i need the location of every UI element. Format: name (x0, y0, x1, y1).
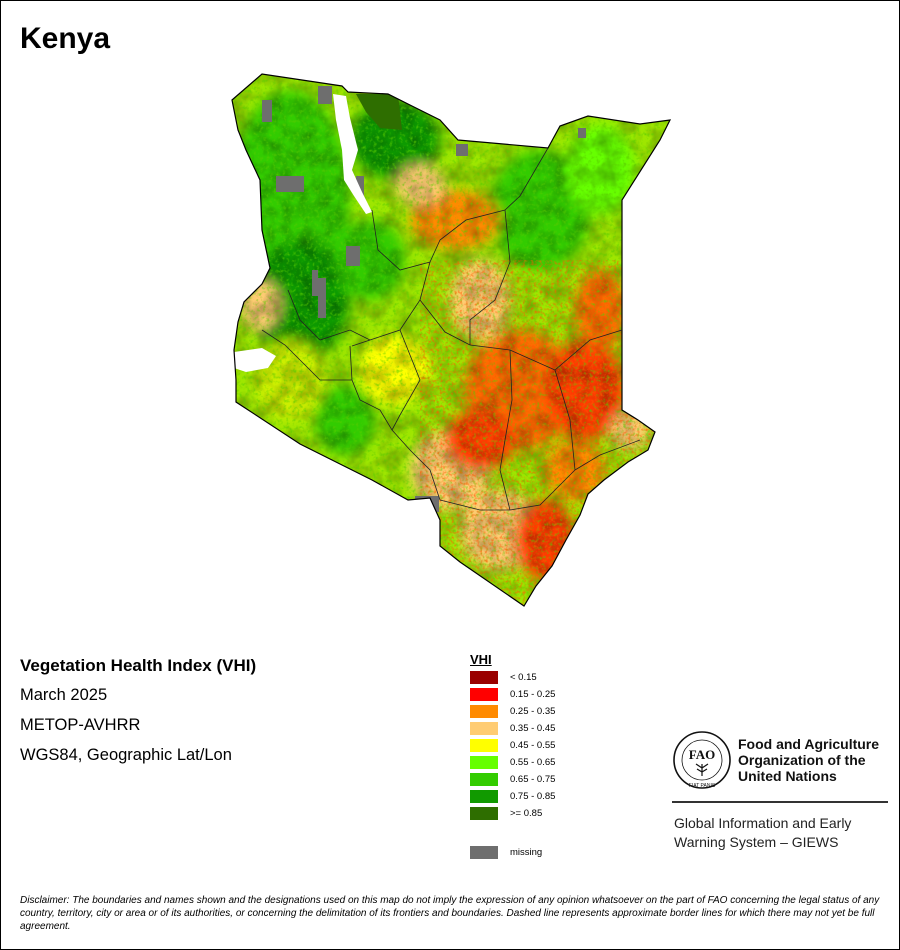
fao-logo-text: FAO (689, 747, 715, 762)
vhi-map (231, 73, 671, 607)
legend-label: >= 0.85 (510, 808, 543, 819)
giews-line1: Global Information and Early (674, 815, 852, 831)
legend-swatch (470, 756, 498, 769)
legend-swatch (470, 671, 498, 684)
fao-logo-motto: FIAT PANIS (689, 783, 716, 789)
vhi-raster (232, 74, 670, 606)
org-name-line1: Food and Agriculture (738, 736, 880, 752)
map-title: Kenya (20, 22, 111, 55)
giews-line2: Warning System – GIEWS (674, 834, 839, 850)
disclaimer-label: Disclaimer: (20, 895, 70, 906)
giews-name: Global Information and Early Warning Sys… (674, 814, 851, 852)
disclaimer-text: The boundaries and names shown and the d… (20, 895, 880, 932)
legend-swatch (470, 739, 498, 752)
product-name: Vegetation Health Index (VHI) (20, 656, 257, 675)
sensor-label: METOP-AVHRR (20, 716, 141, 734)
legend-label: < 0.15 (510, 672, 537, 683)
legend-label: 0.55 - 0.65 (510, 757, 556, 768)
legend-label: 0.65 - 0.75 (510, 774, 556, 785)
org-name-line2: Organization of the (738, 752, 866, 768)
legend-title: VHI (470, 652, 492, 667)
legend-label: 0.35 - 0.45 (510, 723, 556, 734)
divider (672, 801, 888, 803)
legend-swatch (470, 807, 498, 820)
legend-swatch (470, 688, 498, 701)
legend-swatch (470, 846, 498, 859)
legend-swatch (470, 790, 498, 803)
admin-boundaries (261, 147, 641, 511)
legend-label: 0.25 - 0.35 (510, 706, 556, 717)
legend-swatch (470, 705, 498, 718)
projection-label: WGS84, Geographic Lat/Lon (20, 746, 232, 764)
disclaimer: Disclaimer: The boundaries and names sho… (20, 894, 882, 933)
legend-swatch (470, 773, 498, 786)
legend-label: 0.45 - 0.55 (510, 740, 556, 751)
fao-logo-icon: FAO FIAT PANIS (673, 731, 731, 789)
legend-swatch (470, 722, 498, 735)
vhi-legend: VHI < 0.15 0.15 - 0.25 0.25 - 0.35 0.35 - 0… (470, 652, 555, 859)
period-label: March 2025 (20, 686, 108, 704)
org-name-line3: United Nations (738, 768, 837, 784)
legend-label: 0.75 - 0.85 (510, 791, 556, 802)
map-info: Vegetation Health Index (VHI) March 2025… (20, 656, 256, 776)
org-name: Food and Agriculture Organization of the… (738, 736, 879, 784)
legend-label: 0.15 - 0.25 (510, 689, 556, 700)
legend-label: missing (510, 847, 543, 858)
